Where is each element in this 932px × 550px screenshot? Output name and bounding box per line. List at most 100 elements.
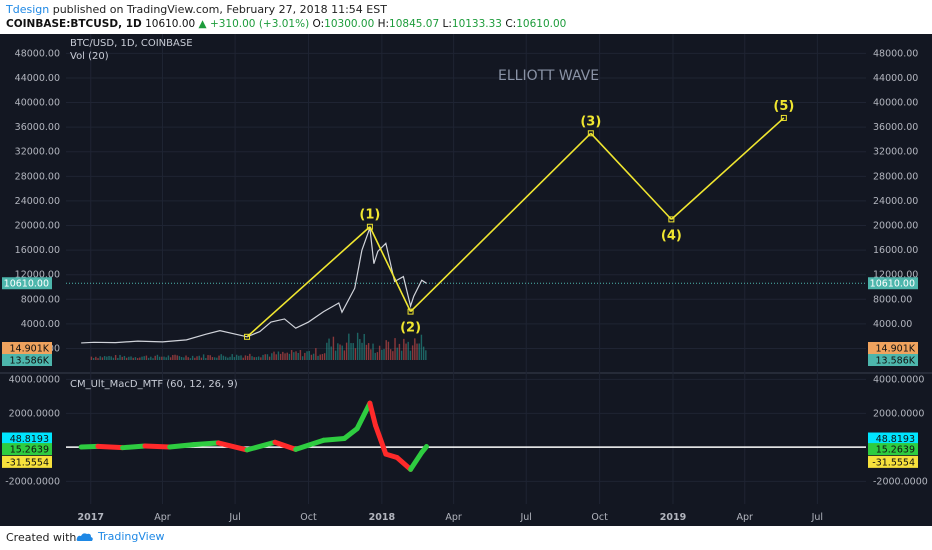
volume-bar: [363, 333, 365, 360]
volume-bar: [367, 343, 370, 360]
volume-bar: [244, 355, 247, 360]
y-tick-label-left: 4000.00: [21, 319, 60, 330]
annotation-title: ELLIOTT WAVE: [498, 68, 599, 84]
publish-line: Tdesign published on TradingView.com, Fe…: [6, 3, 387, 16]
value-badge-text-left: 48.8193: [10, 434, 49, 445]
volume-bar: [378, 345, 381, 360]
volume-bar: [279, 353, 282, 360]
volume-bar: [343, 350, 346, 360]
volume-bar: [213, 357, 216, 360]
volume-bar: [231, 354, 233, 360]
volume-bar: [334, 350, 337, 360]
volume-bar: [319, 354, 321, 360]
volume-bar: [262, 354, 264, 360]
volume-bar: [227, 357, 229, 360]
volume-bar: [420, 334, 423, 360]
macd-segment: [167, 442, 197, 450]
value-badge-text-right: 48.8193: [876, 434, 915, 445]
volume-bar: [326, 342, 328, 360]
volume-bar: [310, 354, 313, 360]
volume-bar: [242, 357, 244, 360]
volume-bar: [136, 358, 139, 360]
volume-bar: [409, 350, 412, 360]
volume-bar: [139, 357, 141, 360]
volume-bar: [365, 344, 368, 360]
volume-bar: [286, 352, 288, 360]
created-with-label: Created with: [6, 531, 77, 544]
volume-bar: [101, 357, 104, 360]
value-badge-text-right: -31.5554: [872, 457, 915, 468]
wave-label: (4): [661, 228, 682, 243]
volume-bar: [202, 354, 205, 360]
low-value: 10133.33: [451, 18, 502, 30]
wave-segment: [590, 132, 672, 220]
x-tick-label: Jul: [519, 512, 531, 523]
volume-bar: [106, 356, 108, 360]
volume-bar: [308, 351, 310, 360]
y-tick-label-right: 20000.00: [873, 221, 918, 232]
volume-bar: [356, 332, 359, 360]
volume-bar: [194, 357, 196, 360]
volume-bar: [238, 355, 240, 360]
volume-bar: [176, 355, 178, 360]
ohlc-line: COINBASE:BTCUSD, 1D 10610.00 ▲ +310.00 (…: [6, 18, 566, 30]
volume-bar: [354, 348, 357, 360]
macd-tick-label-right: 2000.0000: [873, 408, 924, 419]
value-badge-text-right: 13.586K: [876, 356, 916, 367]
volume-bar: [405, 343, 407, 360]
symbol-label: COINBASE:BTCUSD, 1D: [6, 18, 142, 30]
elliott-wave: (1) (2) (3) (4) (5): [244, 99, 794, 340]
volume-bar: [345, 342, 348, 360]
y-tick-label-right: 24000.00: [873, 196, 918, 207]
volume-bar: [99, 356, 101, 360]
volume-bar: [174, 354, 176, 360]
volume-bar: [183, 357, 185, 360]
wave-label: (2): [400, 321, 421, 336]
volume-bar: [169, 357, 172, 360]
macd-tick-label-left: -2000.0000: [5, 476, 60, 487]
volume-bar: [156, 354, 159, 360]
volume-bar: [240, 355, 242, 360]
volume-bar: [121, 356, 123, 360]
x-tick-label: Apr: [445, 512, 462, 523]
price-change: +310.00 (+3.01%): [209, 18, 310, 30]
price-series: [81, 227, 427, 344]
volume-bar: [411, 345, 414, 360]
volume-bar: [359, 339, 361, 360]
volume-bar: [198, 355, 200, 360]
y-tick-label-right: 8000.00: [873, 294, 912, 305]
volume-bar: [246, 355, 249, 360]
open-label: O:: [312, 18, 325, 30]
volume-bar: [119, 354, 121, 360]
author-link[interactable]: Tdesign: [6, 3, 50, 16]
volume-bar: [403, 338, 405, 360]
volume-bar: [328, 338, 330, 360]
tradingview-link[interactable]: TradingView: [76, 530, 164, 543]
volume-bar: [128, 356, 130, 360]
y-tick-label-left: 16000.00: [15, 245, 60, 256]
x-tick-label: Jul: [811, 512, 823, 523]
up-arrow-icon: ▲: [198, 18, 207, 30]
macd-segment: [293, 437, 327, 452]
value-badge-bg-left: [2, 455, 52, 468]
wave-point: [244, 333, 251, 340]
cloud-icon: [76, 532, 93, 541]
value-badge-bg-right: [868, 443, 918, 456]
y-tick-label-left: 32000.00: [15, 147, 60, 158]
volume-bar: [387, 341, 390, 360]
value-badge-bg-right: [868, 342, 918, 354]
volume-bar: [216, 357, 218, 360]
y-tick-label-right: 44000.00: [873, 73, 918, 84]
volume-bar: [253, 357, 255, 360]
volume-bar: [191, 355, 194, 360]
value-badge-text-left: 14.901K: [10, 344, 50, 355]
chart-canvas[interactable]: (1) (2) (3) (4) (5) 48000.00 48000.00 44000.00…: [0, 34, 932, 526]
value-badge-text-right: 14.901K: [876, 344, 916, 355]
x-tick-label: Apr: [154, 512, 171, 523]
open-value: 10300.00: [324, 18, 375, 30]
value-badge-bg-left: [2, 443, 52, 456]
y-tick-label-left: 28000.00: [15, 171, 60, 182]
volume-bar: [299, 350, 302, 360]
volume-bar: [141, 356, 143, 360]
y-tick-label-right: 32000.00: [873, 147, 918, 158]
